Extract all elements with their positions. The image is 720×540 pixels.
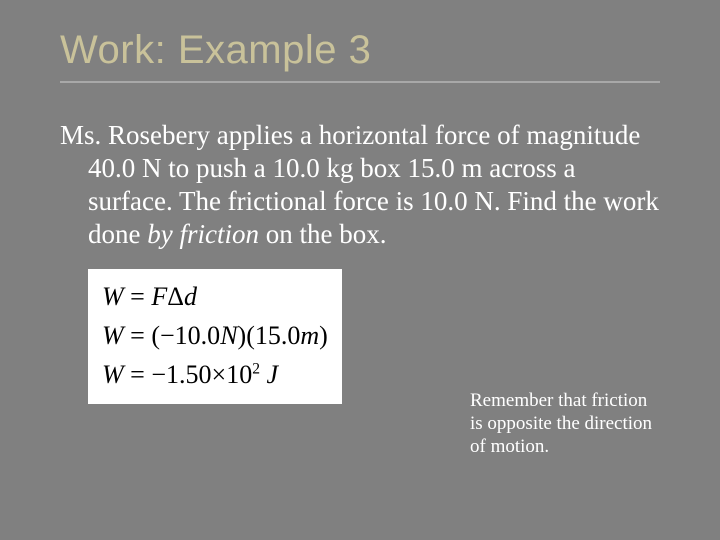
eq2-dist-unit: m bbox=[300, 321, 319, 350]
equation-line-3: W = −1.50×102 J bbox=[102, 355, 328, 394]
eq2-close: ) bbox=[319, 321, 328, 350]
problem-post: on the box. bbox=[259, 219, 387, 249]
eq2-eq: = bbox=[124, 321, 152, 350]
eq3-ten: 10 bbox=[226, 360, 252, 389]
eq1-eq: = bbox=[124, 282, 152, 311]
eq2-open: ( bbox=[151, 321, 160, 350]
slide-title: Work: Example 3 bbox=[60, 28, 660, 73]
eq3-eq: = bbox=[124, 360, 152, 389]
problem-emphasis: by friction bbox=[147, 219, 259, 249]
eq3-exp: 2 bbox=[252, 360, 260, 377]
eq1-lhs: W bbox=[102, 282, 124, 311]
title-underline bbox=[60, 81, 660, 83]
eq1-F: F bbox=[151, 282, 167, 311]
equation-line-2: W = (−10.0N)(15.0m) bbox=[102, 316, 328, 355]
equation-box: W = FΔd W = (−10.0N)(15.0m) W = −1.50×10… bbox=[88, 269, 342, 404]
eq3-times: × bbox=[212, 360, 227, 389]
problem-text: Ms. Rosebery applies a horizontal force … bbox=[88, 119, 660, 251]
eq1-d: d bbox=[184, 282, 197, 311]
eq2-force-val: −10.0 bbox=[160, 321, 220, 350]
eq2-close-open: )( bbox=[238, 321, 255, 350]
eq3-lhs: W bbox=[102, 360, 124, 389]
equation-line-1: W = FΔd bbox=[102, 277, 328, 316]
eq3-val: −1.50 bbox=[151, 360, 211, 389]
eq2-dist-val: 15.0 bbox=[255, 321, 301, 350]
eq2-force-unit: N bbox=[220, 321, 237, 350]
eq1-delta: Δ bbox=[167, 282, 184, 311]
slide: Work: Example 3 Ms. Rosebery applies a h… bbox=[0, 0, 720, 540]
side-note: Remember that friction is opposite the d… bbox=[470, 390, 660, 458]
eq2-lhs: W bbox=[102, 321, 124, 350]
eq3-unit: J bbox=[260, 360, 278, 389]
